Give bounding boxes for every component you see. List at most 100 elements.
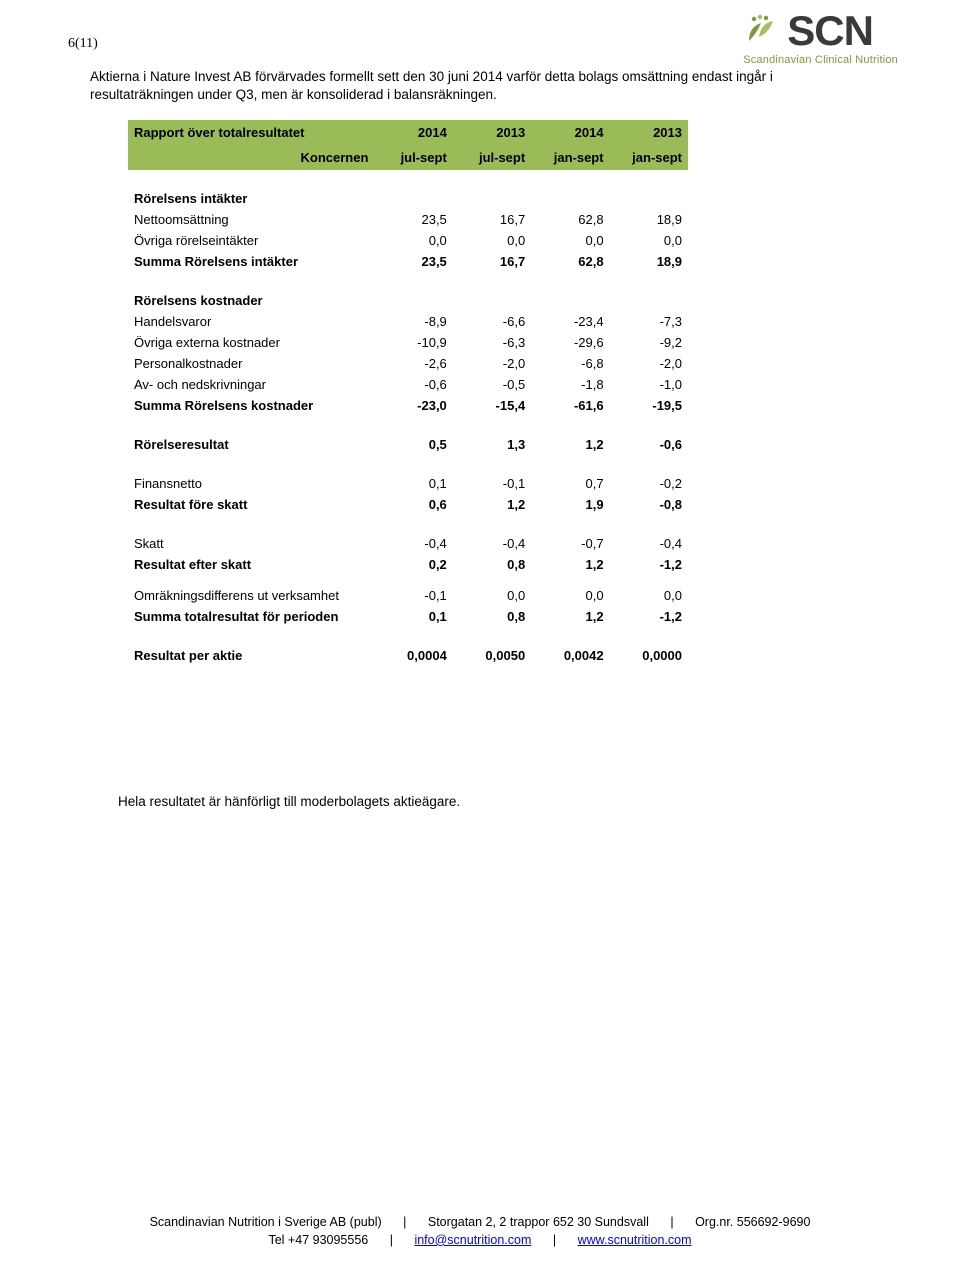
cell-v: -7,3 <box>610 311 688 332</box>
cell-v: -2,6 <box>374 353 452 374</box>
cell-v: 18,9 <box>610 251 688 272</box>
cell-v: -6,8 <box>531 353 609 374</box>
cell-v: 0,0 <box>374 230 452 251</box>
cell-v: 0,6 <box>374 494 452 515</box>
cell-v: -9,2 <box>610 332 688 353</box>
cell-v: 0,0050 <box>453 645 531 666</box>
cell-v: 1,2 <box>453 494 531 515</box>
cell-v: 0,0 <box>453 585 531 606</box>
row-avskr: Av- och nedskrivningar-0,6-0,5-1,8-1,0 <box>128 374 688 395</box>
table-subtitle: Koncernen <box>128 145 374 170</box>
cell-v: -0,4 <box>374 533 452 554</box>
cell-v: 0,0 <box>531 585 609 606</box>
row-omrakn: Omräkningsdifferens ut verksamhet-0,10,0… <box>128 585 688 606</box>
row-handelsvaror: Handelsvaror-8,9-6,6-23,4-7,3 <box>128 311 688 332</box>
kostnader-header: Rörelsens kostnader <box>128 290 374 311</box>
cell-v: -0,7 <box>531 533 609 554</box>
cell-label: Rörelseresultat <box>128 434 374 455</box>
cell-v: -23,4 <box>531 311 609 332</box>
col-year-0: 2014 <box>374 120 452 145</box>
cell-v: 16,7 <box>453 209 531 230</box>
row-efter-skatt: Resultat efter skatt0,20,81,2-1,2 <box>128 554 688 575</box>
footer-line-1: Scandinavian Nutrition i Sverige AB (pub… <box>0 1213 960 1231</box>
cell-v: 0,0000 <box>610 645 688 666</box>
cell-v: 1,3 <box>453 434 531 455</box>
cell-v: 0,8 <box>453 554 531 575</box>
cell-v: -1,2 <box>610 606 688 627</box>
col-period-1: jul-sept <box>453 145 531 170</box>
cell-label: Av- och nedskrivningar <box>128 374 374 395</box>
separator-icon: | <box>390 1233 393 1247</box>
row-summa-kostnader: Summa Rörelsens kostnader-23,0-15,4-61,6… <box>128 395 688 416</box>
cell-v: -0,1 <box>374 585 452 606</box>
cell-label: Summa totalresultat för perioden <box>128 606 374 627</box>
leaf-icon <box>743 13 779 49</box>
separator-icon: | <box>670 1215 673 1229</box>
cell-v: 0,0004 <box>374 645 452 666</box>
logo-subtitle: Scandinavian Clinical Nutrition <box>743 54 898 66</box>
cell-v: 0,7 <box>531 473 609 494</box>
cell-v: 62,8 <box>531 209 609 230</box>
footer-orgnr: Org.nr. 556692-9690 <box>695 1215 810 1229</box>
row-summa-total: Summa totalresultat för perioden0,10,81,… <box>128 606 688 627</box>
cell-v: -0,1 <box>453 473 531 494</box>
cell-v: 0,8 <box>453 606 531 627</box>
cell-v: -15,4 <box>453 395 531 416</box>
cell-v: -6,3 <box>453 332 531 353</box>
cell-v: -29,6 <box>531 332 609 353</box>
section-header-kostnader: Rörelsens kostnader <box>128 290 688 311</box>
footer-line-2: Tel +47 93095556 | info@scnutrition.com … <box>0 1231 960 1249</box>
cell-v: 62,8 <box>531 251 609 272</box>
section-header-intakter: Rörelsens intäkter <box>128 188 688 209</box>
cell-v: -0,4 <box>610 533 688 554</box>
separator-icon: | <box>553 1233 556 1247</box>
cell-v: 23,5 <box>374 251 452 272</box>
row-ovr-externa: Övriga externa kostnader-10,9-6,3-29,6-9… <box>128 332 688 353</box>
cell-v: -0,4 <box>453 533 531 554</box>
table-title: Rapport över totalresultatet <box>128 120 374 145</box>
cell-label: Omräkningsdifferens ut verksamhet <box>128 585 374 606</box>
col-period-0: jul-sept <box>374 145 452 170</box>
cell-v: -8,9 <box>374 311 452 332</box>
cell-v: 1,2 <box>531 554 609 575</box>
row-per-aktie: Resultat per aktie0,00040,00500,00420,00… <box>128 645 688 666</box>
cell-v: -23,0 <box>374 395 452 416</box>
cell-label: Personalkostnader <box>128 353 374 374</box>
col-year-2: 2014 <box>531 120 609 145</box>
cell-v: -0,6 <box>374 374 452 395</box>
footer-email-link[interactable]: info@scnutrition.com <box>414 1233 531 1247</box>
footer-web-link[interactable]: www.scnutrition.com <box>578 1233 692 1247</box>
cell-label: Övriga rörelseintäkter <box>128 230 374 251</box>
cell-v: 1,2 <box>531 434 609 455</box>
cell-v: -61,6 <box>531 395 609 416</box>
cell-v: 18,9 <box>610 209 688 230</box>
cell-v: -10,9 <box>374 332 452 353</box>
cell-v: 1,9 <box>531 494 609 515</box>
cell-label: Nettoomsättning <box>128 209 374 230</box>
col-period-2: jan-sept <box>531 145 609 170</box>
cell-v: 23,5 <box>374 209 452 230</box>
intakter-header: Rörelsens intäkter <box>128 188 374 209</box>
row-personal: Personalkostnader-2,6-2,0-6,8-2,0 <box>128 353 688 374</box>
cell-label: Övriga externa kostnader <box>128 332 374 353</box>
cell-v: 0,0 <box>531 230 609 251</box>
income-table: Rapport över totalresultatet 2014 2013 2… <box>128 120 688 666</box>
footer-address: Storgatan 2, 2 trappor 652 30 Sundsvall <box>428 1215 649 1229</box>
logo-text: SCN <box>787 10 873 52</box>
row-skatt: Skatt-0,4-0,4-0,7-0,4 <box>128 533 688 554</box>
col-year-3: 2013 <box>610 120 688 145</box>
cell-label: Skatt <box>128 533 374 554</box>
cell-v: 0,0 <box>610 585 688 606</box>
logo-row: SCN <box>743 10 898 52</box>
row-nettooms: Nettoomsättning23,516,762,818,9 <box>128 209 688 230</box>
table-header-years: Rapport över totalresultatet 2014 2013 2… <box>128 120 688 145</box>
intro-paragraph: Aktierna i Nature Invest AB förvärvades … <box>90 68 875 104</box>
row-summa-intakter: Summa Rörelsens intäkter23,516,762,818,9 <box>128 251 688 272</box>
cell-v: 0,0 <box>453 230 531 251</box>
income-table-wrap: Rapport över totalresultatet 2014 2013 2… <box>128 120 688 666</box>
cell-v: 0,0 <box>610 230 688 251</box>
cell-v: -1,2 <box>610 554 688 575</box>
cell-label: Handelsvaror <box>128 311 374 332</box>
cell-v: 0,1 <box>374 606 452 627</box>
cell-v: -6,6 <box>453 311 531 332</box>
